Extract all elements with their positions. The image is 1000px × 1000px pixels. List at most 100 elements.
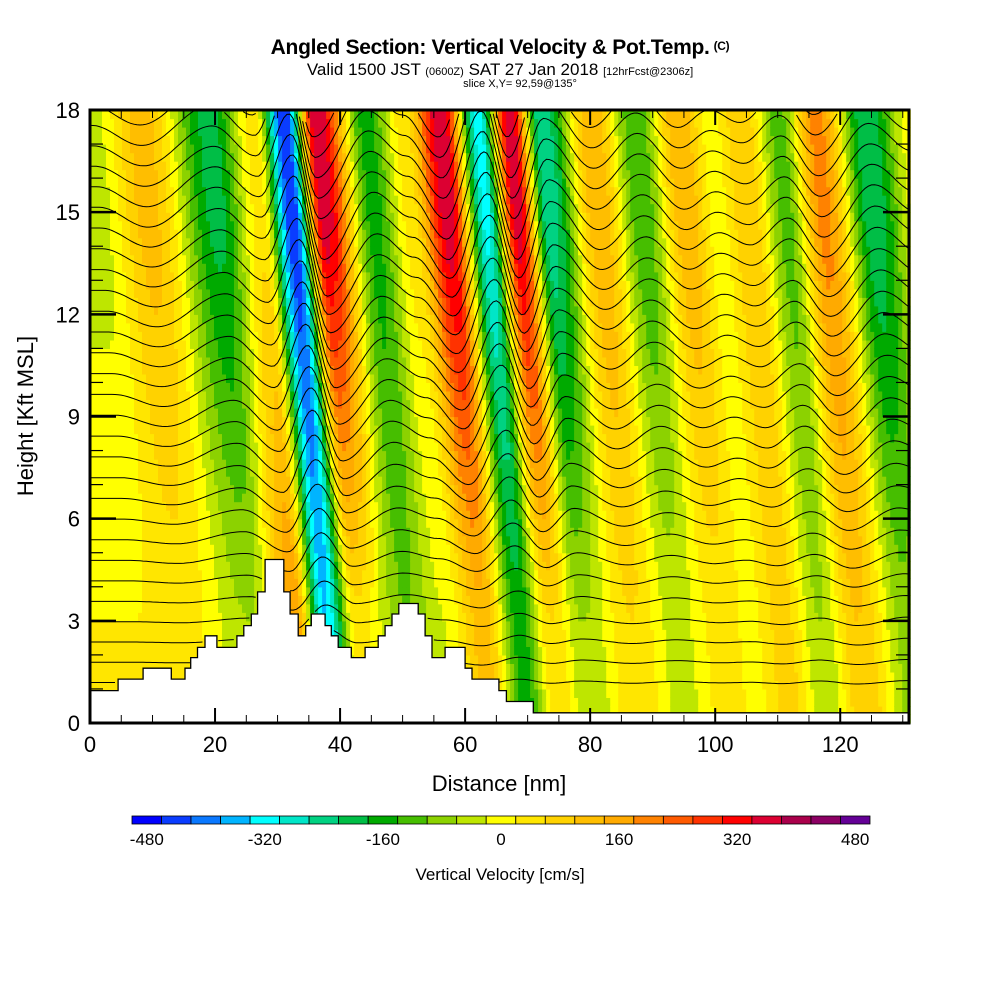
field-cell <box>134 178 139 187</box>
field-cell <box>250 297 255 306</box>
field-cell <box>118 442 123 451</box>
field-cell <box>154 297 159 306</box>
field-cell <box>262 365 267 374</box>
field-cell <box>190 382 195 391</box>
field-cell <box>362 340 367 349</box>
field-cell <box>202 280 207 289</box>
field-cell <box>354 476 359 485</box>
field-cell <box>230 391 235 400</box>
field-cell <box>362 553 367 562</box>
field-cell <box>98 442 103 451</box>
field-cell <box>110 119 115 128</box>
field-cell <box>342 536 347 545</box>
field-cell <box>114 578 119 587</box>
field-cell <box>218 382 223 391</box>
field-cell <box>202 127 207 136</box>
field-cell <box>130 365 135 374</box>
field-cell <box>102 331 107 340</box>
field-cell <box>354 195 359 204</box>
field-cell <box>110 663 115 672</box>
field-cell <box>314 587 319 596</box>
field-cell <box>182 629 187 638</box>
field-cell <box>162 340 167 349</box>
field-cell <box>138 646 143 655</box>
field-cell <box>350 612 355 621</box>
field-cell <box>178 451 183 460</box>
field-cell <box>146 221 151 230</box>
field-cell <box>182 587 187 596</box>
field-cell <box>274 408 279 417</box>
field-cell <box>322 161 327 170</box>
field-cell <box>138 153 143 162</box>
field-cell <box>342 153 347 162</box>
field-cell <box>222 178 227 187</box>
field-cell <box>218 519 223 528</box>
field-cell <box>146 544 151 553</box>
field-cell <box>198 595 203 604</box>
field-cell <box>242 612 247 621</box>
field-cell <box>334 391 339 400</box>
field-cell <box>146 604 151 613</box>
field-cell <box>162 348 167 357</box>
field-cell <box>282 348 287 357</box>
field-cell <box>174 391 179 400</box>
field-cell <box>126 408 131 417</box>
field-cell <box>174 468 179 477</box>
field-cell <box>190 272 195 281</box>
field-cell <box>122 493 127 502</box>
field-cell <box>118 468 123 477</box>
field-cell <box>362 178 367 187</box>
field-cell <box>358 238 363 247</box>
field-cell <box>358 391 363 400</box>
field-cell <box>158 553 163 562</box>
field-cell <box>138 451 143 460</box>
field-cell <box>222 238 227 247</box>
field-cell <box>134 382 139 391</box>
field-cell <box>334 357 339 366</box>
field-cell <box>294 229 299 238</box>
field-cell <box>154 195 159 204</box>
field-cell <box>102 297 107 306</box>
field-cell <box>254 544 259 553</box>
field-cell <box>126 604 131 613</box>
field-cell <box>118 570 123 579</box>
field-cell <box>206 442 211 451</box>
field-cell <box>186 280 191 289</box>
field-cell <box>94 578 99 587</box>
field-cell <box>226 621 231 630</box>
field-cell <box>134 272 139 281</box>
field-cell <box>238 289 243 298</box>
field-cell <box>206 221 211 230</box>
field-cell <box>182 451 187 460</box>
field-cell <box>94 400 99 409</box>
field-cell <box>190 365 195 374</box>
field-cell <box>194 340 199 349</box>
field-cell <box>142 442 147 451</box>
field-cell <box>194 382 199 391</box>
field-cell <box>110 297 115 306</box>
field-cell <box>194 425 199 434</box>
field-cell <box>102 238 107 247</box>
field-cell <box>134 263 139 272</box>
field-cell <box>182 306 187 315</box>
field-cell <box>258 519 263 528</box>
field-cell <box>198 263 203 272</box>
field-cell <box>110 136 115 145</box>
field-cell <box>362 612 367 621</box>
field-cell <box>310 400 315 409</box>
field-cell <box>238 170 243 179</box>
field-cell <box>158 485 163 494</box>
field-cell <box>334 365 339 374</box>
field-cell <box>186 340 191 349</box>
field-cell <box>226 340 231 349</box>
field-cell <box>306 357 311 366</box>
field-cell <box>286 536 291 545</box>
field-cell <box>338 212 343 221</box>
field-cell <box>278 289 283 298</box>
field-cell <box>298 468 303 477</box>
field-cell <box>178 544 183 553</box>
field-cell <box>94 459 99 468</box>
field-cell <box>182 527 187 536</box>
field-cell <box>222 408 227 417</box>
field-cell <box>130 527 135 536</box>
